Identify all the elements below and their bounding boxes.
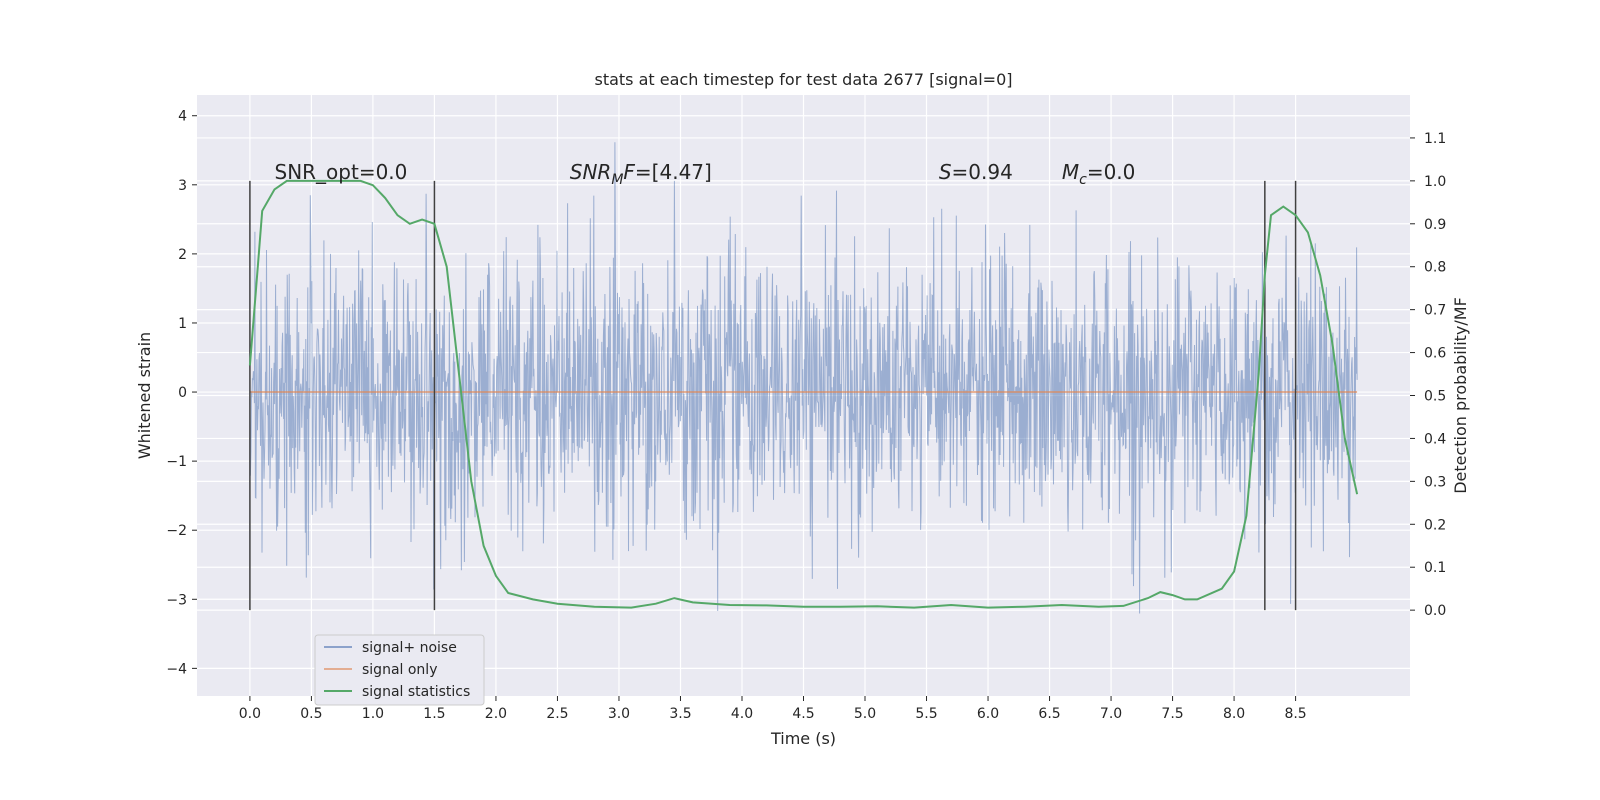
legend: signal+ noise signal only signal statist… (314, 634, 485, 706)
annotation-mc: Mc=0.0 (1062, 160, 1136, 188)
legend-label-statistics: signal statistics (362, 684, 470, 700)
grid (197, 95, 1410, 696)
signal-statistics-line (248, 179, 1359, 609)
y-tick-label: 3 (178, 178, 187, 194)
x-tick-label: 1.0 (362, 706, 384, 722)
annotation-s: S=0.94 (939, 160, 1013, 184)
y2-tick-label: 0.0 (1424, 603, 1446, 619)
legend-box (314, 634, 485, 706)
x-tick-label: 5.5 (915, 706, 937, 722)
legend-label-noise: signal+ noise (362, 640, 457, 656)
y2-tick-label: 0.4 (1424, 431, 1446, 447)
x-tick-label: 7.0 (1100, 706, 1122, 722)
axis-ticks: 0.0 0.5 1.0 1.5 2.0 2.5 3.0 3.5 4.0 4.5 5.0 5.5 6.0 6… (166, 109, 1446, 722)
y2-tick-label: 0.2 (1424, 517, 1446, 533)
y-tick-label: 0 (178, 385, 187, 401)
vertical-markers (249, 180, 1297, 611)
annotation-mc-symbol: M (1062, 160, 1079, 184)
x-tick-label: 0.5 (300, 706, 322, 722)
y2-tick-label: 0.6 (1424, 346, 1446, 362)
x-tick-label: 6.0 (977, 706, 999, 722)
x-axis-label: Time (s) (770, 729, 836, 748)
y-tick-label: 4 (178, 109, 187, 125)
annotation-s-symbol: S (939, 160, 952, 184)
y-tick-label: −2 (166, 523, 187, 539)
x-tick-label: 4.0 (731, 706, 753, 722)
y-tick-label: −1 (166, 454, 187, 470)
x-tick-label: 8.0 (1223, 706, 1245, 722)
y-tick-label: 1 (178, 316, 187, 332)
x-tick-label: 2.5 (546, 706, 568, 722)
annotation-mc-value: =0.0 (1087, 160, 1136, 184)
y-tick-label: 2 (178, 247, 187, 263)
x-tick-label: 4.5 (792, 706, 814, 722)
y2-tick-label: 0.7 (1424, 303, 1446, 319)
x-tick-label: 5.0 (854, 706, 876, 722)
legend-label-signal-only: signal only (362, 662, 437, 678)
y2-tick-label: 0.8 (1424, 260, 1446, 276)
annotation-snr-opt: SNR_opt=0.0 (275, 160, 408, 184)
y2-axis-label: Detection probability/MF (1451, 297, 1470, 494)
y2-tick-label: 0.9 (1424, 217, 1446, 233)
x-tick-label: 6.5 (1038, 706, 1060, 722)
y2-tick-label: 0.5 (1424, 389, 1446, 405)
y-tick-label: −3 (166, 592, 187, 608)
x-tick-label: 3.0 (608, 706, 630, 722)
x-tick-label: 3.5 (669, 706, 691, 722)
y2-tick-label: 1.1 (1424, 131, 1446, 147)
y2-tick-label: 1.0 (1424, 174, 1446, 190)
annotation-snr-mf-subscript: M (611, 172, 623, 188)
y-tick-label: −4 (166, 661, 187, 677)
annotation-snr-mf-value: =[4.47] (635, 160, 712, 184)
x-tick-label: 1.5 (423, 706, 445, 722)
chart-title: stats at each timestep for test data 267… (594, 70, 1012, 89)
x-tick-label: 7.5 (1161, 706, 1183, 722)
annotation-snr-mf-symbol: SNR (570, 160, 612, 184)
y-axis-label: Whitened strain (135, 332, 154, 459)
annotation-mc-subscript: c (1079, 172, 1087, 188)
annotation-snr-mf: SNRMF=[4.47] (570, 160, 712, 188)
x-tick-label: 0.0 (239, 706, 261, 722)
annotation-s-value: =0.94 (952, 160, 1013, 184)
annotation-snr-mf-f: F (623, 160, 635, 184)
y2-tick-label: 0.1 (1424, 560, 1446, 576)
x-tick-label: 2.0 (485, 706, 507, 722)
x-tick-label: 8.5 (1284, 706, 1306, 722)
y2-tick-label: 0.3 (1424, 474, 1446, 490)
